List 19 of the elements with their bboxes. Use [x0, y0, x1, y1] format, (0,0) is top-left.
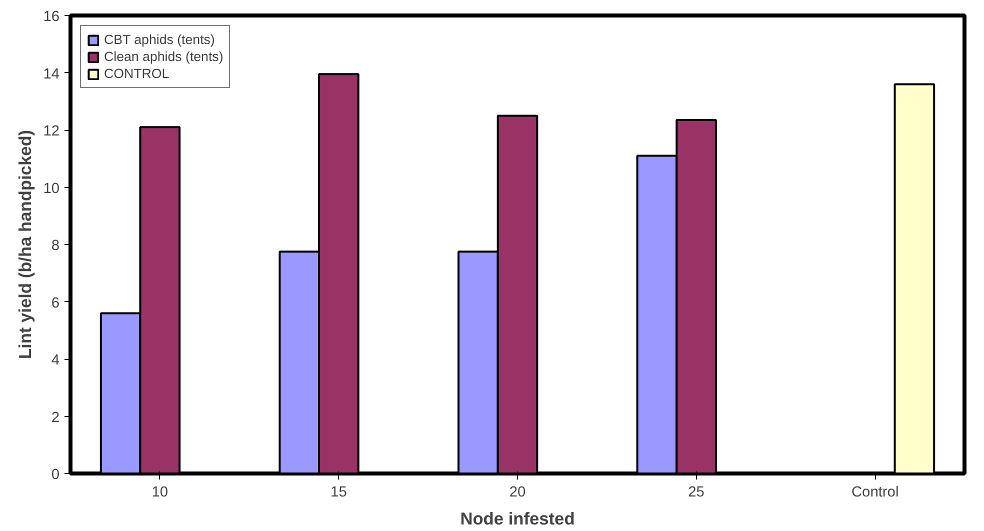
legend-label: CONTROL [104, 66, 170, 81]
x-tick-label: 15 [330, 484, 347, 500]
x-tick-label: Control [851, 484, 899, 500]
y-tick-label: 0 [51, 467, 60, 483]
y-tick-label: 14 [43, 66, 60, 82]
y-tick-label: 16 [43, 9, 60, 25]
legend-label: CBT aphids (tents) [104, 32, 215, 47]
x-axis-title: Node infested [460, 508, 575, 528]
x-tick-label: 20 [509, 484, 526, 500]
legend-label: Clean aphids (tents) [104, 49, 224, 64]
y-tick-label: 12 [43, 124, 60, 140]
y-tick-label: 10 [43, 180, 60, 197]
y-tick-label: 2 [51, 410, 60, 426]
y-axis-title: Lint yield (b/ha handpicked) [15, 130, 36, 360]
x-tick-label: 10 [152, 484, 168, 500]
y-tick-label: 8 [51, 238, 60, 254]
y-tick-label: 6 [51, 295, 60, 312]
y-tick-label: 4 [51, 352, 60, 368]
x-tick-label: 25 [688, 484, 704, 500]
